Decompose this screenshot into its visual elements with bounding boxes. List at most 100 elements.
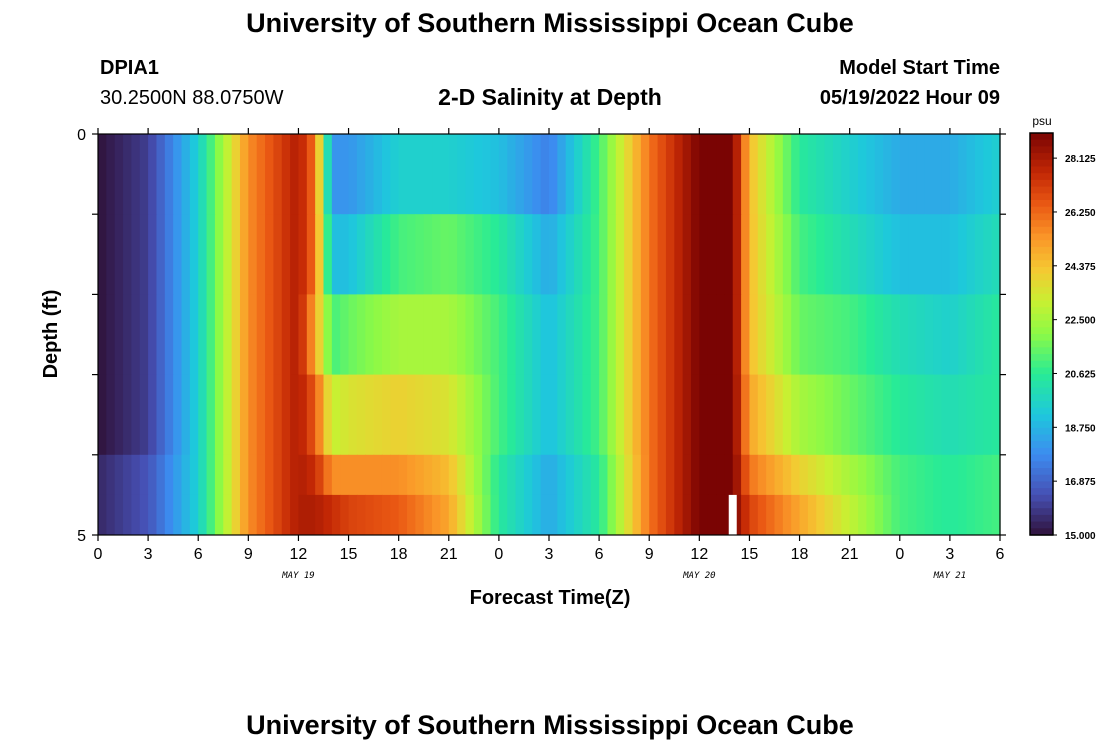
heatmap-cell [532,374,542,456]
colorbar-segment [1030,193,1053,201]
heatmap-cell [323,134,333,215]
heatmap-cell [949,294,959,376]
heatmap-cell [599,294,609,376]
heatmap-cell [732,454,742,496]
heatmap-cell [640,454,650,496]
heatmap-cell [749,214,759,295]
heatmap-cell [156,454,166,496]
x-tick-label: 21 [841,546,859,563]
x-tick-label: 18 [791,546,809,563]
heatmap-cell [415,494,425,536]
heatmap-cell [465,214,475,295]
heatmap-cell [649,494,659,536]
heatmap-cell [273,494,283,536]
heatmap-cell [849,374,859,456]
heatmap-cell [365,294,375,376]
heatmap-cell [707,214,717,295]
heatmap-cell [523,454,533,496]
heatmap-cell [690,374,700,456]
heatmap-cell [139,374,149,456]
heatmap-cell [615,494,625,536]
colorbar-segment [1030,387,1053,395]
heatmap-cell [189,374,199,456]
heatmap-cell [356,294,366,376]
heatmap-cell [716,374,725,456]
heatmap-cell [791,374,801,456]
heatmap-cell [657,214,667,295]
heatmap-cell [139,294,149,376]
heatmap-cell [415,294,425,376]
heatmap-cell [315,134,325,215]
heatmap-cell [916,294,926,376]
heatmap-cell [974,214,984,295]
heatmap-cell [891,294,901,376]
heatmap-cell [148,374,158,456]
heatmap-cell [356,134,366,215]
heatmap-cell [348,214,358,295]
colorbar-segment [1030,159,1053,168]
heatmap-cell [181,214,191,295]
x-tick-label: 15 [340,546,358,563]
heatmap-cell [991,134,1001,215]
heatmap-cell [407,454,416,496]
heatmap-cell [281,454,291,496]
heatmap-cell [824,374,834,456]
colorbar-segment [1030,293,1053,302]
colorbar-segment [1030,253,1053,261]
heatmap-cell [189,214,199,295]
colorbar-segment [1030,186,1053,194]
heatmap-cell [532,294,542,376]
heatmap-cell [674,294,684,376]
heatmap-cell [206,454,216,496]
heatmap-cell [741,294,751,376]
heatmap-cell [532,214,542,295]
heatmap-cell [114,494,124,536]
y-axis: 05 [77,127,1006,545]
heatmap-cell [106,374,116,456]
heatmap-cell [131,214,141,295]
heatmap-cell [732,214,742,295]
heatmap-cell [966,374,976,456]
heatmap-cell [549,294,558,376]
heatmap-cell [799,454,809,496]
heatmap-cell [866,134,876,215]
heatmap-cell [223,214,233,295]
heatmap-cell [315,494,325,536]
heatmap-cell [448,134,458,215]
heatmap-cell [448,214,458,295]
heatmap-cell [832,294,842,376]
heatmap-cell [632,494,642,536]
heatmap-cell [824,134,834,215]
heatmap-cell [883,294,893,376]
heatmap-cell [473,454,483,496]
heatmap-cell [807,294,817,376]
heatmap-cell [590,374,600,456]
heatmap-cell [774,374,784,456]
heatmap-cell [290,214,300,295]
heatmap-cell [640,214,650,295]
heatmap-cell [724,454,734,496]
heatmap-cell [164,454,174,496]
heatmap-cell [557,494,567,536]
heatmap-cell [373,454,383,496]
heatmap-cell [423,134,433,215]
colorbar-segment [1030,488,1053,496]
heatmap-cell [156,294,166,376]
heatmap-cell [206,134,216,215]
heatmap-cell [782,494,792,536]
heatmap-cell [248,214,258,295]
heatmap-cell [615,134,625,215]
heatmap-cell [198,294,208,376]
heatmap-cell [407,374,416,456]
heatmap-cell [407,214,416,295]
colorbar-segment [1030,508,1053,516]
heatmap-cell [223,134,233,215]
heatmap-cell [407,134,416,215]
heatmap-cell [465,454,475,496]
heatmap-cell [315,374,325,456]
heatmap-cell [173,454,183,496]
heatmap-cell [832,134,842,215]
heatmap-cell [164,494,174,536]
heatmap-cell [490,374,500,456]
heatmap-cell [565,214,575,295]
